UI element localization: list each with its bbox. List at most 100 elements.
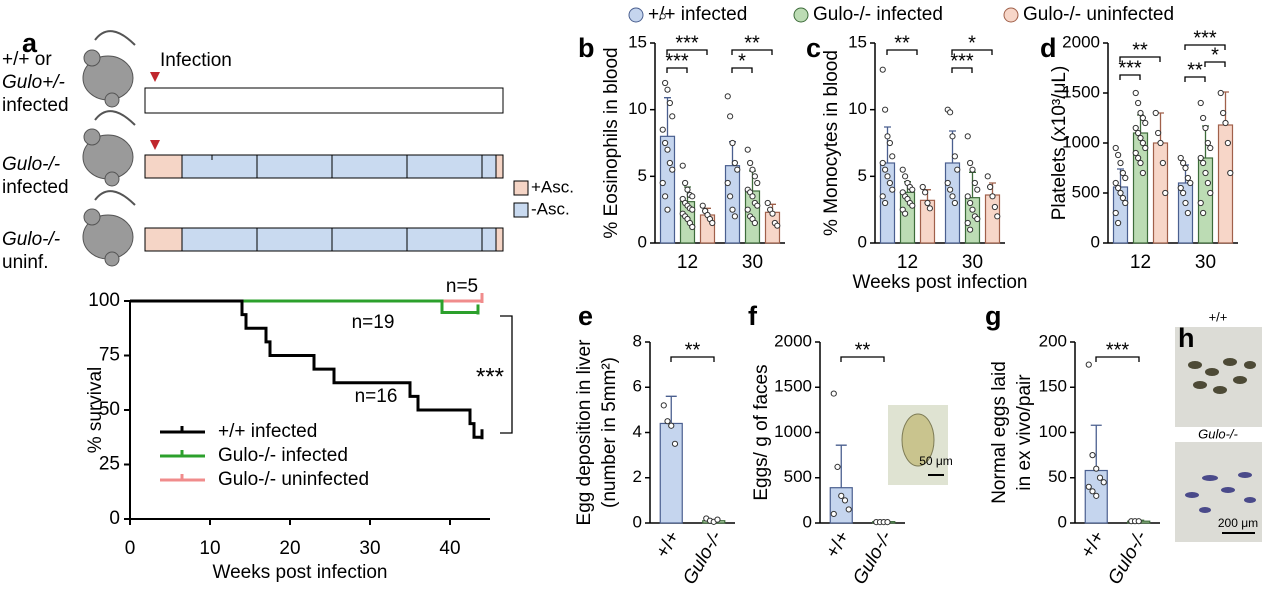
data-point [889, 186, 896, 193]
data-point [754, 179, 761, 187]
legend-label: Gulo-/- uninfected [1023, 4, 1174, 25]
data-point [1119, 194, 1126, 202]
data-point [699, 202, 706, 209]
data-point [689, 223, 696, 231]
y-tick-label: 5 [638, 166, 647, 185]
data-point [1122, 174, 1129, 182]
x-axis-label: Weeks post infection [213, 562, 388, 583]
data-point [949, 133, 956, 140]
x-tick-label: 10 [199, 538, 220, 559]
error-bar [884, 126, 891, 163]
data-point [744, 206, 751, 213]
data-point [669, 113, 676, 120]
data-point [994, 213, 1001, 220]
data-point [1180, 159, 1187, 167]
data-point [1184, 209, 1191, 217]
data-point [967, 159, 974, 167]
group-label: +/+ or [2, 49, 52, 70]
data-point [659, 13, 666, 20]
data-point [769, 210, 776, 217]
data-point [1220, 109, 1227, 117]
y-tick-label: 15 [848, 32, 867, 51]
data-point [1197, 199, 1204, 207]
panel-letter: f [748, 301, 758, 331]
y-tick-label: 5 [858, 166, 867, 185]
significance-label: ** [894, 32, 910, 54]
data-point [902, 173, 909, 180]
data-point [969, 166, 976, 173]
data-point [1137, 109, 1144, 117]
data-point [879, 66, 886, 73]
annotation: n=19 [352, 312, 395, 333]
significance-label: *** [675, 32, 699, 54]
significance-bracket [951, 49, 993, 55]
y-axis-label: Egg deposition in liver [574, 339, 595, 526]
data-point [659, 126, 666, 133]
data-point [1197, 154, 1204, 162]
x-tick-label: 20 [279, 538, 300, 559]
data-point [669, 166, 676, 173]
data-point [886, 139, 893, 147]
data-point [731, 213, 738, 220]
data-point [1132, 89, 1139, 97]
data-point [954, 166, 961, 173]
data-point [964, 193, 971, 200]
x-tick-label: +/+ [822, 528, 854, 562]
significance-label: ** [744, 32, 760, 54]
data-point [1200, 159, 1207, 167]
y-axis-label: Eggs/ g of faces [751, 364, 772, 500]
data-point [1135, 99, 1142, 107]
data-point [1135, 129, 1142, 137]
data-point [664, 418, 671, 425]
data-point [660, 402, 667, 409]
data-point [774, 222, 781, 229]
data-point [1115, 184, 1122, 192]
data-point [1119, 169, 1126, 177]
data-point [729, 206, 736, 213]
significance-label: ** [685, 339, 701, 361]
significance-bracket [1119, 74, 1141, 80]
infection-label: Infection [160, 50, 232, 71]
data-point [830, 510, 837, 518]
y-tick-label: 1000 [1062, 132, 1100, 151]
x-tick-label: 30 [962, 252, 983, 273]
data-point [709, 219, 716, 227]
egg-image [901, 413, 935, 467]
data-point [689, 206, 696, 213]
data-point [1222, 119, 1229, 127]
data-point [662, 193, 669, 200]
significance-bracket [1184, 44, 1226, 50]
data-point [731, 159, 738, 167]
y-axis-label: in ex vivo/pair [1014, 374, 1035, 491]
data-point [724, 179, 731, 187]
error-bar [665, 395, 677, 424]
schematic-shapes [82, 30, 1262, 542]
mouse-icon [82, 49, 134, 267]
data-point [751, 173, 758, 180]
data-point [1085, 483, 1092, 490]
significance-label: ** [855, 339, 871, 361]
data-point [666, 99, 673, 107]
data-point [1093, 492, 1100, 499]
x-tick-label: 12 [677, 252, 698, 273]
eggs [1185, 472, 1256, 513]
data-point [951, 199, 958, 207]
data-point [734, 166, 741, 173]
panel-letter: d [1040, 33, 1057, 63]
y-tick-label: 15 [628, 32, 647, 51]
data-point [679, 162, 686, 169]
significance-label: *** [665, 50, 689, 72]
data-point [1112, 209, 1119, 217]
data-point [1132, 124, 1139, 132]
significance-bracket [666, 49, 708, 55]
timeline-bar [144, 87, 504, 114]
significance-label: * [738, 50, 746, 72]
data-point [664, 86, 671, 93]
data-point [754, 202, 761, 209]
data-point [1139, 114, 1146, 122]
significance-bracket [666, 67, 688, 73]
data-point [902, 210, 909, 217]
legend-label: Gulo-/- infected [218, 445, 348, 466]
data-point [1202, 124, 1209, 132]
x-tick-label: 40 [439, 538, 460, 559]
